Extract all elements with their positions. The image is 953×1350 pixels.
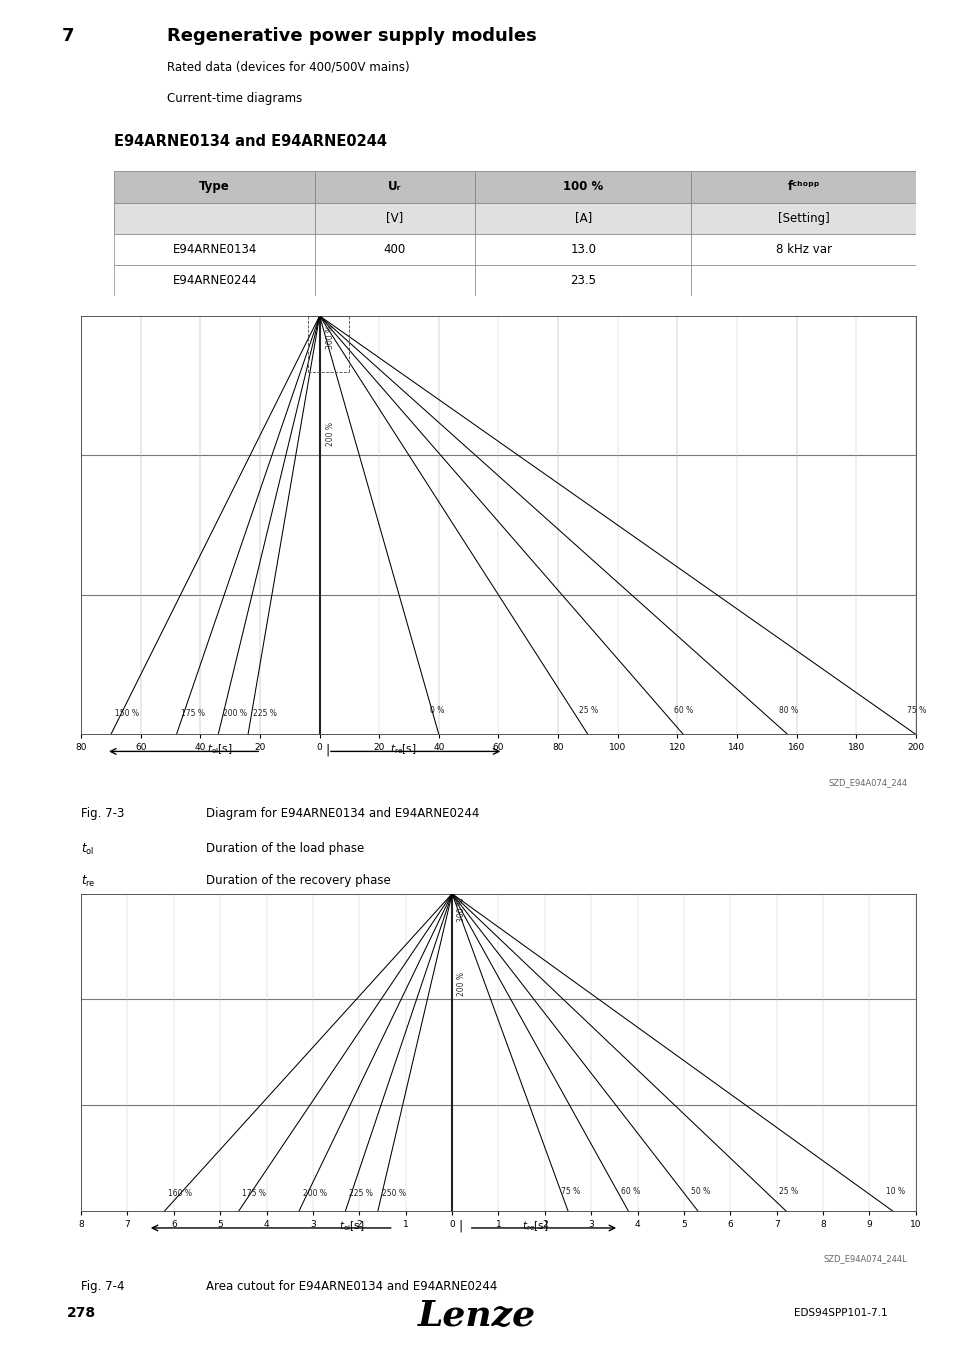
Text: Duration of the recovery phase: Duration of the recovery phase: [206, 873, 391, 887]
Bar: [114, 265, 314, 296]
Text: [V]: [V]: [386, 212, 403, 224]
Text: [Setting]: [Setting]: [777, 212, 829, 224]
Bar: [114, 234, 314, 265]
Text: 8 kHz var: 8 kHz var: [775, 243, 831, 255]
Text: 175 %: 175 %: [242, 1189, 266, 1199]
Text: 278: 278: [67, 1305, 96, 1320]
Text: SZD_E94A074_244: SZD_E94A074_244: [827, 778, 906, 787]
Text: 50 %: 50 %: [690, 1187, 709, 1196]
Text: 80 %: 80 %: [778, 706, 797, 716]
Text: 250 %: 250 %: [381, 1189, 405, 1199]
Text: 13.0: 13.0: [570, 243, 596, 255]
Bar: [475, 234, 691, 265]
Text: E94ARNE0134: E94ARNE0134: [172, 243, 256, 255]
Text: 400: 400: [383, 243, 406, 255]
Bar: [475, 171, 691, 202]
Text: 225 %: 225 %: [253, 709, 276, 718]
Text: $t_{\rm ol}$: $t_{\rm ol}$: [81, 842, 94, 857]
Text: $t_{\rm re}$[s]: $t_{\rm re}$[s]: [521, 1219, 548, 1233]
Text: $t_{\rm ol}$[s]: $t_{\rm ol}$[s]: [207, 743, 232, 756]
Bar: [314, 234, 475, 265]
Bar: [314, 202, 475, 234]
Text: Type: Type: [199, 181, 230, 193]
Text: 160 %: 160 %: [168, 1189, 193, 1199]
Text: $t_{\rm re}$[s]: $t_{\rm re}$[s]: [390, 743, 416, 756]
Text: 25 %: 25 %: [578, 706, 598, 716]
Text: 200 %: 200 %: [325, 423, 335, 447]
Text: 225 %: 225 %: [349, 1189, 373, 1199]
Text: 25 %: 25 %: [779, 1187, 798, 1196]
Text: 150 %: 150 %: [115, 709, 139, 718]
Text: E94ARNE0134 and E94ARNE0244: E94ARNE0134 and E94ARNE0244: [114, 134, 387, 148]
Text: SZD_E94A074_244L: SZD_E94A074_244L: [822, 1254, 906, 1262]
Bar: [691, 171, 915, 202]
Text: Uᵣ: Uᵣ: [388, 181, 401, 193]
Text: E94ARNE0244: E94ARNE0244: [172, 274, 256, 286]
Text: $t_{\rm ol}$[s]: $t_{\rm ol}$[s]: [339, 1219, 364, 1233]
Text: 23.5: 23.5: [570, 274, 596, 286]
Text: Rated data (devices for 400/500V mains): Rated data (devices for 400/500V mains): [167, 61, 409, 73]
Bar: [114, 202, 314, 234]
Bar: [475, 265, 691, 296]
Text: Diagram for E94ARNE0134 and E94ARNE0244: Diagram for E94ARNE0134 and E94ARNE0244: [206, 807, 479, 819]
Text: Fig. 7-3: Fig. 7-3: [81, 807, 124, 819]
Text: Fig. 7-4: Fig. 7-4: [81, 1280, 125, 1292]
Text: 10 %: 10 %: [884, 1187, 903, 1196]
Bar: [314, 171, 475, 202]
Text: Duration of the load phase: Duration of the load phase: [206, 842, 364, 855]
Text: $t_{\rm re}$: $t_{\rm re}$: [81, 873, 95, 888]
Text: 200 %: 200 %: [456, 972, 465, 995]
Text: 200 %: 200 %: [222, 709, 247, 718]
Bar: [314, 265, 475, 296]
Text: 60 %: 60 %: [620, 1187, 639, 1196]
Text: Regenerative power supply modules: Regenerative power supply modules: [167, 27, 537, 45]
Text: [A]: [A]: [574, 212, 591, 224]
Text: 75 %: 75 %: [906, 706, 925, 716]
Text: 0 %: 0 %: [430, 706, 444, 716]
Text: 75 %: 75 %: [560, 1187, 579, 1196]
Text: |: |: [457, 1219, 462, 1233]
Bar: [475, 202, 691, 234]
Bar: [114, 171, 314, 202]
Text: 300 %: 300 %: [456, 898, 465, 922]
Text: 200 %: 200 %: [302, 1189, 327, 1199]
Text: |: |: [326, 743, 330, 756]
Bar: [691, 202, 915, 234]
Text: 300 %: 300 %: [325, 325, 335, 348]
Text: 100 %: 100 %: [562, 181, 602, 193]
Bar: [691, 234, 915, 265]
Text: Area cutout for E94ARNE0134 and E94ARNE0244: Area cutout for E94ARNE0134 and E94ARNE0…: [206, 1280, 497, 1292]
Text: EDS94SPP101-7.1: EDS94SPP101-7.1: [793, 1308, 886, 1318]
Text: Current-time diagrams: Current-time diagrams: [167, 92, 302, 105]
Text: Lenze: Lenze: [417, 1299, 536, 1334]
Text: 7: 7: [62, 27, 74, 45]
Text: 60 %: 60 %: [674, 706, 693, 716]
Bar: [691, 265, 915, 296]
Text: fᶜʰᵒᵖᵖ: fᶜʰᵒᵖᵖ: [786, 181, 819, 193]
Text: 175 %: 175 %: [181, 709, 205, 718]
